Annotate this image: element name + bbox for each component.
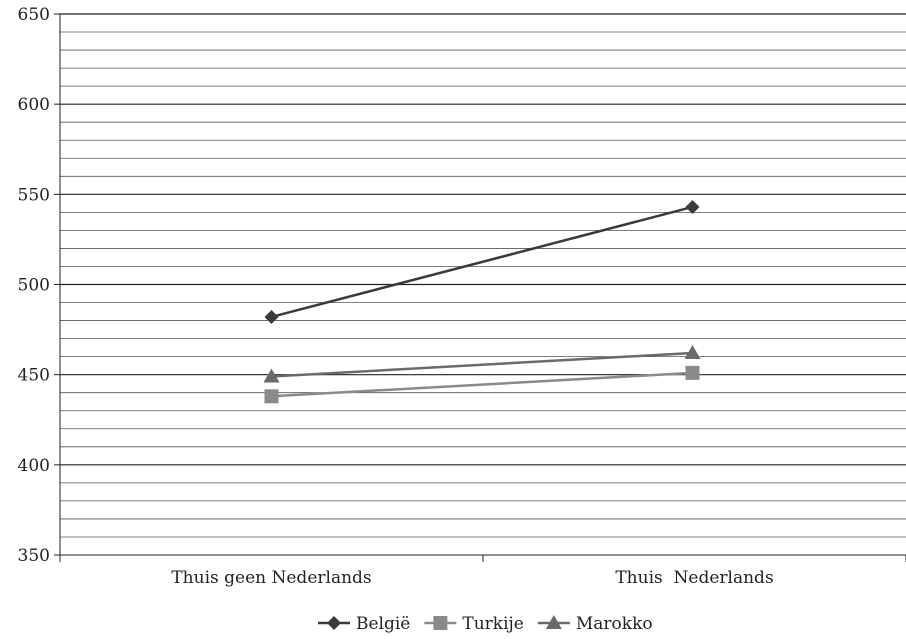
legend-marker-square (433, 616, 448, 630)
y-tick-label: 500 (18, 276, 50, 296)
y-tick-label: 600 (18, 95, 50, 115)
data-point-triangle (684, 345, 701, 360)
series-belgië (264, 199, 700, 324)
data-point-triangle (263, 368, 280, 383)
series-line (271, 205, 693, 319)
legend-item: België (318, 614, 410, 634)
legend: België Turkije Marokko (318, 614, 653, 634)
y-tick-label: 550 (18, 185, 50, 205)
gridlines (60, 13, 906, 538)
x-category-label: Thuis geen Nederlands (171, 568, 371, 588)
data-point-square (685, 365, 700, 380)
x-category-label: Thuis Nederlands (615, 568, 773, 588)
data-point-diamond (264, 309, 279, 324)
data-point-square (264, 389, 279, 404)
series-turkije (264, 365, 700, 404)
series-line (271, 351, 693, 378)
legend-label: België (356, 614, 410, 634)
series-lines (263, 199, 701, 404)
y-tick-label: 350 (18, 546, 50, 566)
legend-label: Turkije (462, 614, 523, 634)
series-marokko (263, 345, 701, 383)
x-category-labels: Thuis geen Nederlands Thuis Nederlands (59, 555, 906, 588)
legend-label: Marokko (576, 614, 653, 634)
y-tick-labels: 350 400 450 500 550 600 650 (18, 5, 60, 566)
legend-item: Marokko (537, 614, 653, 634)
y-tick-label: 400 (18, 456, 50, 476)
legend-item: Turkije (424, 614, 524, 634)
legend-marker-triangle (545, 615, 562, 629)
y-tick-label: 650 (18, 5, 50, 25)
series-line (271, 371, 693, 398)
data-point-diamond (685, 199, 700, 214)
legend-marker-diamond (327, 616, 341, 630)
y-tick-label: 450 (18, 366, 50, 386)
